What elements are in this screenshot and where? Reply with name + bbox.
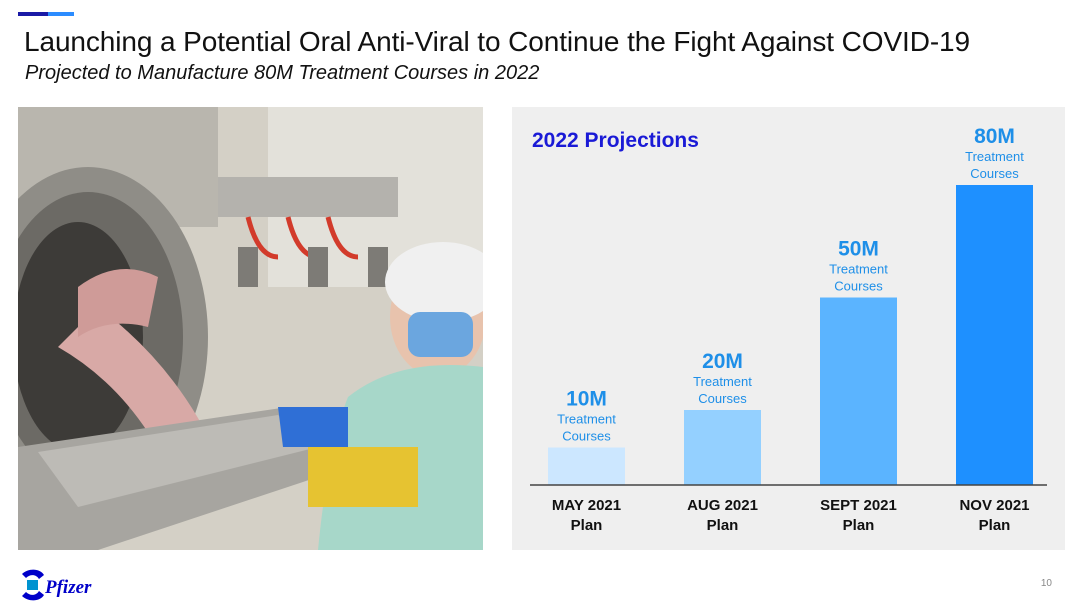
bar-sublabel-3-1: Courses xyxy=(970,166,1019,181)
bar-sublabel-3-0: Treatment xyxy=(965,149,1024,164)
bar-1 xyxy=(684,410,761,485)
bar-0 xyxy=(548,447,625,485)
manufacturing-illustration xyxy=(18,107,483,550)
accent-bar-dark xyxy=(18,12,48,16)
category-label-1-1: Plan xyxy=(707,517,739,534)
manufacturing-photo xyxy=(18,107,483,550)
category-label-3-0: NOV 2021 xyxy=(959,497,1029,514)
bar-value-label-2: 50M xyxy=(838,238,879,261)
page-number: 10 xyxy=(1040,578,1052,589)
pfizer-logo-text: Pfizer xyxy=(44,577,92,598)
bar-sublabel-1-0: Treatment xyxy=(693,374,752,389)
slide-subtitle: Projected to Manufacture 80M Treatment C… xyxy=(25,62,540,84)
category-label-1-0: AUG 2021 xyxy=(687,497,758,514)
bar-value-label-3: 80M xyxy=(974,125,1015,148)
pfizer-logo-mark: Pfizer xyxy=(22,569,92,601)
bar-sublabel-2-0: Treatment xyxy=(829,262,888,277)
bar-sublabel-0-0: Treatment xyxy=(557,412,616,427)
category-label-0-0: MAY 2021 xyxy=(552,497,621,514)
slide-title: Launching a Potential Oral Anti-Viral to… xyxy=(24,26,970,57)
category-label-2-1: Plan xyxy=(843,517,875,534)
bar-2 xyxy=(820,297,897,485)
accent-bar-light xyxy=(48,12,74,16)
projections-chart-panel: 2022 Projections 10M Treatment Courses MAY … xyxy=(512,107,1065,550)
category-label-0-1: Plan xyxy=(571,517,603,534)
pfizer-logo: Pfizer xyxy=(18,566,108,609)
category-label-2-0: SEPT 2021 xyxy=(820,497,897,514)
bar-sublabel-2-1: Courses xyxy=(834,279,883,294)
category-label-3-1: Plan xyxy=(979,517,1011,534)
bar-value-label-0: 10M xyxy=(566,388,607,411)
bar-sublabel-0-1: Courses xyxy=(562,429,611,444)
bar-3 xyxy=(956,185,1033,485)
bar-sublabel-1-1: Courses xyxy=(698,391,747,406)
bar-value-label-1: 20M xyxy=(702,350,743,373)
chart-title: 2022 Projections xyxy=(532,129,699,152)
